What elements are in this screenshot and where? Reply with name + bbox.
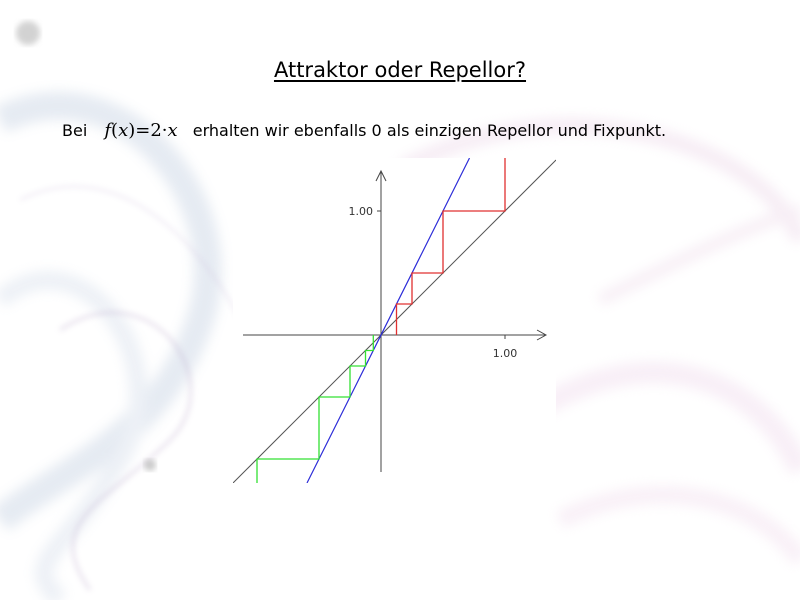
y-tick-label: 1.00: [349, 205, 374, 218]
slide-title: Attraktor oder Repellor?: [0, 58, 800, 82]
statement-prefix: Bei: [62, 121, 88, 140]
x-tick-label: 1.00: [493, 347, 518, 360]
cobweb-diagram: 1.00 1.00: [233, 158, 556, 483]
x-axis-arrow: [536, 329, 548, 341]
cobweb-red: [395, 158, 506, 335]
slide-title-text: Attraktor oder Repellor?: [273, 58, 527, 82]
formula: f(x)=2·x: [104, 120, 177, 141]
diagonal-line: [233, 159, 556, 483]
formula-open: (: [111, 120, 119, 141]
formula-fn: f: [104, 120, 112, 141]
statement-suffix: erhalten wir ebenfalls 0 als einzigen Re…: [192, 121, 667, 140]
cobweb-green: [256, 335, 374, 483]
formula-close-eq: )=2·: [128, 120, 168, 141]
formula-var: x: [118, 120, 129, 141]
formula-var2: x: [167, 120, 178, 141]
y-axis-arrow: [375, 169, 387, 182]
statement-line: Bei f(x)=2·x erhalten wir ebenfalls 0 al…: [62, 120, 666, 141]
